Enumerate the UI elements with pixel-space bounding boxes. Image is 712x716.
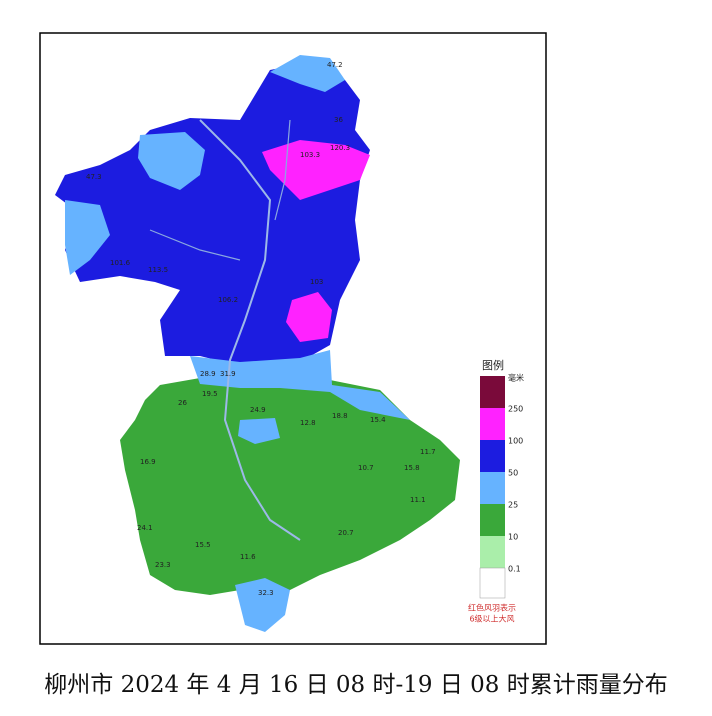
region-magenta <box>262 140 370 200</box>
region-north-light <box>270 55 345 92</box>
station-value: 15.5 <box>195 541 211 549</box>
station-value: 31.9 <box>220 370 236 378</box>
legend-level: 25 <box>508 501 518 510</box>
legend-swatch <box>480 440 505 472</box>
legend-swatch <box>480 408 505 440</box>
station-value: 18.8 <box>332 412 348 420</box>
region-north-light <box>138 132 205 190</box>
station-value: 103.3 <box>300 151 320 159</box>
region-border-light <box>190 350 410 420</box>
station-value: 120.3 <box>330 144 350 152</box>
station-value: 11.7 <box>420 448 436 456</box>
station-value: 36 <box>334 116 343 124</box>
station-value: 47.2 <box>327 61 343 69</box>
region-south <box>120 375 460 600</box>
station-value: 26 <box>178 399 187 407</box>
region-magenta <box>286 292 332 342</box>
legend-level: 100 <box>508 437 523 446</box>
station-value: 47.3 <box>86 173 102 181</box>
station-value: 15.8 <box>404 464 420 472</box>
legend-unit: 毫米 <box>508 373 524 383</box>
rain-map <box>55 55 460 632</box>
legend-level: 250 <box>508 405 523 414</box>
station-value: 24.1 <box>137 524 153 532</box>
station-value: 32.3 <box>258 589 274 597</box>
legend-level: 50 <box>508 469 518 478</box>
legend-swatch <box>480 536 505 568</box>
station-value: 23.3 <box>155 561 171 569</box>
station-value: 113.5 <box>148 266 168 274</box>
station-value: 11.1 <box>410 496 426 504</box>
legend-level: 10 <box>508 533 518 542</box>
region-west-light <box>65 200 110 275</box>
legend-swatch <box>480 504 505 536</box>
river <box>199 119 301 541</box>
station-value: 106.2 <box>218 296 238 304</box>
station-value: 28.9 <box>200 370 216 378</box>
legend-swatch <box>480 376 505 408</box>
stations: 47.2 36 120.3 103.3 47.3 101.6 113.5 103… <box>86 61 436 597</box>
station-value: 15.4 <box>370 416 386 424</box>
station-value: 101.6 <box>110 259 131 267</box>
station-value: 24.9 <box>250 406 266 414</box>
region-south-light <box>238 418 280 444</box>
legend-note: 红色风羽表示 <box>468 603 516 613</box>
station-value: 12.8 <box>300 419 316 427</box>
station-value: 10.7 <box>358 464 374 472</box>
river <box>149 119 291 261</box>
station-value: 11.6 <box>240 553 256 561</box>
legend: 图例 毫米 250 100 50 25 10 0.1 红色风羽表示 6级以上大风 <box>468 358 524 624</box>
legend-level: 0.1 <box>508 565 521 574</box>
station-value: 19.5 <box>202 390 218 398</box>
legend-title: 图例 <box>482 358 504 372</box>
region-north <box>55 60 370 366</box>
station-value: 103 <box>310 278 323 286</box>
legend-note: 6级以上大风 <box>469 614 514 624</box>
legend-swatch <box>480 472 505 504</box>
caption: 柳州市 2024 年 4 月 16 日 08 时-19 日 08 时累计雨量分布 <box>44 672 667 698</box>
station-value: 16.9 <box>140 458 156 466</box>
region-south-light <box>235 578 290 632</box>
legend-swatch <box>479 567 506 599</box>
station-value: 20.7 <box>338 529 354 537</box>
